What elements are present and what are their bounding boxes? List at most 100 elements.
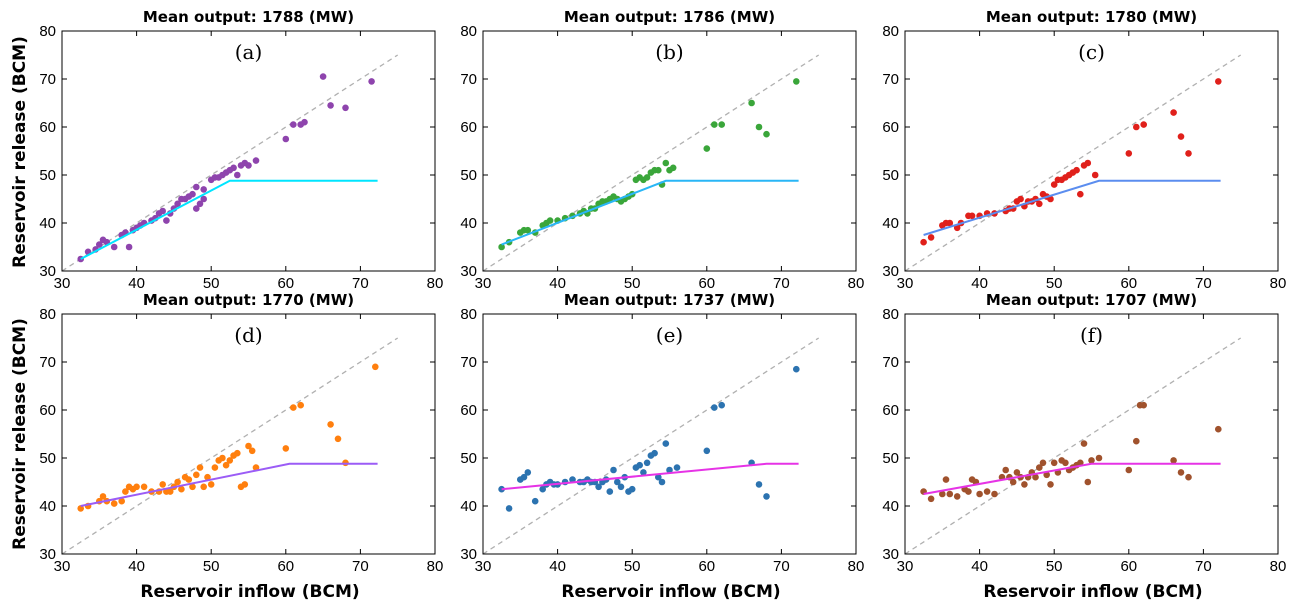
data-point	[1013, 469, 1021, 476]
data-point	[628, 485, 636, 493]
data-point	[196, 200, 204, 208]
y-tick-label: 80	[39, 306, 56, 323]
y-tick-label: 40	[460, 498, 477, 515]
policy-line	[80, 462, 378, 507]
y-tick-label: 80	[460, 306, 477, 323]
data-point	[651, 449, 658, 457]
data-point	[763, 493, 770, 500]
x-tick-label: 80	[1270, 275, 1287, 292]
data-point	[1084, 159, 1092, 167]
y-tick-label: 70	[882, 71, 899, 88]
data-point	[222, 461, 230, 469]
data-point	[245, 442, 252, 450]
y-tick-label: 50	[39, 167, 56, 184]
data-point	[282, 445, 290, 452]
data-point	[703, 447, 711, 455]
y-tick-label: 70	[882, 354, 899, 371]
x-tick-label: 30	[54, 275, 71, 292]
data-point	[290, 404, 297, 411]
y-tick-label: 40	[460, 215, 477, 232]
data-point	[319, 73, 327, 80]
policy-line	[923, 462, 1221, 495]
data-point	[539, 485, 546, 493]
x-tick-label: 50	[203, 275, 220, 292]
data-point	[342, 104, 349, 112]
plot-frame	[61, 313, 436, 555]
data-point	[498, 243, 505, 251]
data-point	[99, 493, 107, 500]
y-tick-label: 80	[460, 23, 477, 40]
x-tick-label: 60	[698, 275, 715, 292]
panel-title: Mean output: 1780 (MW)	[986, 8, 1197, 26]
data-point	[282, 135, 290, 143]
x-tick-label: 60	[277, 558, 294, 575]
data-point	[77, 505, 84, 512]
data-point	[1032, 473, 1039, 481]
data-point	[606, 488, 614, 495]
data-point	[368, 78, 375, 85]
data-point	[178, 485, 185, 493]
data-point	[1077, 459, 1084, 467]
data-point	[939, 490, 946, 498]
data-point	[327, 102, 334, 109]
data-point	[1021, 481, 1028, 488]
data-point	[711, 121, 718, 128]
x-tick-label: 50	[203, 558, 220, 575]
data-point	[1050, 459, 1058, 467]
data-point	[505, 505, 513, 512]
panel-title: Mean output: 1707 (MW)	[986, 291, 1197, 309]
data-point	[669, 164, 677, 172]
data-point	[297, 401, 305, 409]
data-point	[655, 166, 662, 174]
data-point	[241, 481, 249, 488]
x-tick-label: 80	[427, 558, 444, 575]
y-tick-label: 30	[460, 546, 477, 563]
x-tick-label: 50	[1046, 558, 1063, 575]
data-point	[1084, 478, 1092, 486]
data-point	[946, 219, 954, 227]
data-point	[1140, 401, 1147, 409]
data-point	[524, 226, 532, 234]
policy-line	[80, 179, 378, 260]
data-point	[1036, 200, 1043, 208]
data-point	[133, 483, 140, 491]
panel-label: (d)	[234, 323, 262, 347]
data-point	[991, 490, 998, 498]
data-point	[617, 483, 625, 491]
panel-label: (f)	[1080, 323, 1103, 347]
data-point	[125, 243, 133, 251]
data-point	[976, 490, 983, 498]
data-point	[204, 473, 211, 481]
data-point	[1215, 78, 1222, 85]
y-tick-label: 70	[39, 71, 56, 88]
data-point	[1140, 121, 1147, 128]
data-point	[1002, 466, 1009, 474]
data-point	[159, 481, 166, 488]
data-point	[110, 243, 118, 251]
data-point	[207, 481, 215, 488]
x-tick-label: 40	[128, 558, 145, 575]
y-axis-label-bottom: Reservoir release (BCM)	[10, 318, 30, 550]
panel-a: Mean output: 1788 (MW) (a) 30 40 50 60 70 80 30 4…	[39, 8, 443, 292]
y-tick-label: 30	[39, 263, 56, 280]
identity-line	[482, 337, 820, 555]
y-tick-label: 70	[39, 354, 56, 371]
plot-frame	[482, 30, 857, 272]
data-point	[942, 476, 950, 483]
x-tick-label: 40	[128, 275, 145, 292]
y-tick-label: 30	[882, 263, 899, 280]
data-point	[703, 145, 711, 152]
policy-line	[501, 462, 799, 491]
policy-line	[923, 179, 1221, 236]
data-point	[219, 454, 226, 462]
x-tick-label: 70	[1195, 275, 1212, 292]
panels: Mean output: 1788 (MW) (a) 30 40 50 60 70 80 30 4…	[39, 8, 1286, 575]
data-point	[662, 159, 670, 167]
data-point	[1185, 150, 1192, 157]
y-tick-label: 40	[39, 215, 56, 232]
data-point	[524, 469, 532, 476]
data-point	[718, 121, 725, 128]
x-tick-label: 40	[549, 275, 566, 292]
identity-line	[61, 54, 399, 272]
